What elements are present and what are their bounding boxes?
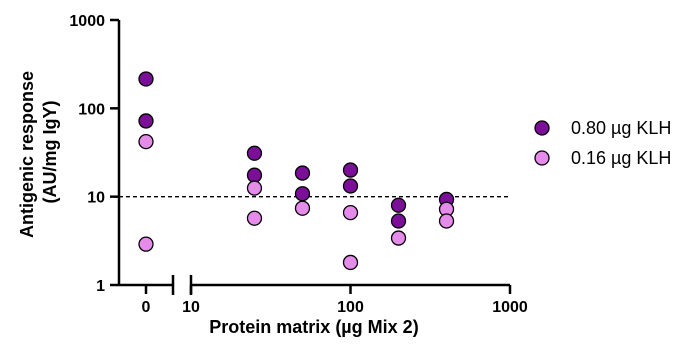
- x-axis-title: Protein matrix (µg Mix 2): [209, 317, 418, 337]
- data-point-series-2: [246, 210, 263, 226]
- y-tick-label: 10: [87, 190, 105, 207]
- data-point-series-2: [138, 236, 154, 252]
- data-point-series-1: [342, 178, 359, 194]
- data-points: [138, 71, 455, 271]
- data-point-series-2: [390, 230, 407, 246]
- legend: 0.80 µg KLH 0.16 µg KLH: [534, 118, 671, 168]
- data-point-series-1: [294, 165, 311, 181]
- y-axis-title-line-2: (AU/mg IgY): [40, 101, 60, 204]
- legend-marker: [534, 120, 550, 136]
- data-point-series-1: [390, 213, 407, 229]
- x-ticks: 0 10 100 1000: [142, 285, 528, 316]
- y-ticks: 1 10 100 1000: [69, 13, 119, 295]
- data-point-series-1: [138, 113, 154, 129]
- axes: [117, 20, 510, 295]
- data-point-series-2: [138, 133, 154, 150]
- data-point-series-2: [342, 204, 359, 221]
- y-tick-label: 100: [78, 101, 105, 118]
- x-tick-label: 10: [182, 299, 200, 316]
- x-tick-label: 1000: [492, 299, 528, 316]
- data-point-series-1: [342, 162, 359, 178]
- data-point-series-2: [294, 200, 311, 216]
- data-point-series-2: [342, 254, 359, 271]
- x-tick-label: 0: [142, 299, 151, 316]
- y-axis-title-line-1: Antigenic response: [17, 71, 37, 238]
- legend-label: 0.80 µg KLH: [571, 118, 671, 138]
- data-point-series-2: [246, 180, 263, 196]
- y-axis-title: Antigenic response (AU/mg IgY): [17, 66, 60, 238]
- y-tick-label: 1000: [69, 13, 105, 30]
- y-tick-label: 1: [96, 278, 105, 295]
- data-point-series-1: [246, 145, 263, 161]
- data-point-series-1: [294, 186, 311, 202]
- data-point-series-1: [390, 197, 407, 213]
- x-tick-label: 100: [337, 299, 364, 316]
- legend-marker: [534, 150, 550, 166]
- data-point-series-1: [138, 71, 154, 87]
- data-point-series-2: [438, 213, 455, 229]
- legend-label: 0.16 µg KLH: [571, 148, 671, 168]
- data-point-series-1: [246, 167, 263, 183]
